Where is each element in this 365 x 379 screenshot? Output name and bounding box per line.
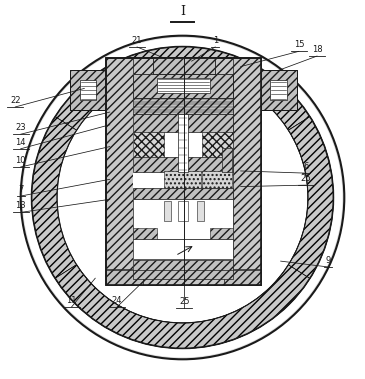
Bar [134, 132, 164, 158]
Bar [134, 188, 233, 199]
Bar [164, 171, 201, 188]
Bar [134, 157, 233, 172]
Bar [157, 78, 210, 93]
Text: 1: 1 [212, 36, 218, 45]
Text: 7: 7 [18, 185, 23, 194]
Bar [153, 58, 215, 74]
Text: I: I [180, 5, 185, 17]
Bar [270, 80, 287, 100]
Bar [210, 229, 233, 239]
Bar [178, 201, 188, 221]
Bar [106, 58, 261, 285]
Bar [164, 201, 171, 221]
Text: 15: 15 [293, 40, 304, 49]
Polygon shape [55, 47, 310, 130]
Bar [70, 70, 106, 110]
Bar [224, 270, 261, 285]
Polygon shape [288, 117, 333, 278]
Bar [134, 229, 157, 239]
Bar [106, 58, 261, 285]
Bar [231, 269, 261, 283]
Bar [223, 149, 231, 172]
Text: 14: 14 [15, 138, 26, 147]
Text: 9: 9 [325, 256, 331, 265]
Bar [197, 201, 204, 221]
Text: 6: 6 [303, 162, 309, 171]
Text: 10: 10 [15, 156, 26, 165]
Bar [80, 80, 96, 100]
Polygon shape [32, 117, 77, 278]
Bar [134, 199, 233, 239]
Bar [106, 269, 135, 283]
Bar [223, 149, 231, 172]
Bar [134, 74, 233, 97]
Bar [134, 97, 233, 114]
Bar [134, 239, 233, 259]
Text: 21: 21 [132, 36, 142, 45]
Polygon shape [288, 117, 333, 278]
Bar [233, 58, 261, 285]
Bar [106, 58, 134, 285]
Circle shape [21, 36, 344, 359]
Text: 13: 13 [15, 201, 26, 210]
Bar [203, 132, 233, 158]
Text: 18: 18 [312, 45, 322, 54]
Bar [134, 114, 233, 132]
Text: 22: 22 [10, 96, 20, 105]
Bar [106, 270, 142, 285]
Bar [106, 58, 261, 74]
Polygon shape [55, 265, 310, 348]
Bar [261, 70, 297, 110]
Bar [134, 260, 233, 271]
Bar [106, 270, 261, 285]
Circle shape [23, 38, 342, 357]
Text: 25: 25 [179, 297, 189, 306]
Bar [134, 74, 233, 270]
Bar [261, 70, 297, 110]
Text: 11: 11 [66, 296, 77, 305]
Text: 24: 24 [112, 296, 122, 305]
Polygon shape [55, 265, 310, 348]
Bar [203, 171, 231, 188]
Bar [178, 114, 188, 172]
Bar [70, 70, 106, 110]
Text: 26: 26 [301, 174, 311, 183]
Bar [134, 270, 233, 279]
Text: 23: 23 [15, 123, 26, 132]
